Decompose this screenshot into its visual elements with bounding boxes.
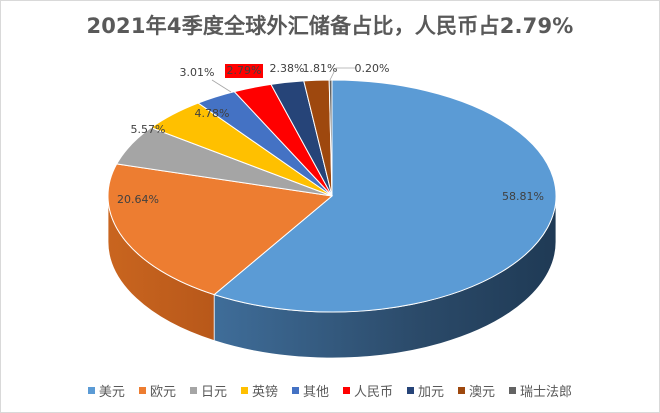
data-label-3: 4.78%: [195, 107, 230, 120]
legend-label: 其他: [302, 385, 329, 400]
legend-swatch: [407, 387, 415, 394]
data-label-1: 20.64%: [117, 193, 159, 206]
legend-item[interactable]: 美元: [87, 381, 125, 400]
data-label-8: 0.20%: [355, 62, 390, 75]
legend-label: 欧元: [149, 385, 176, 400]
pie-slices: [107, 79, 557, 313]
slice-0[interactable]: [213, 79, 557, 313]
legend-label: 加元: [418, 385, 445, 400]
data-label-6: 2.38%: [270, 62, 305, 75]
chart-title: 2021年4季度全球外汇储备占比，人民币占2.79%: [86, 14, 574, 38]
slice-8[interactable]: [328, 79, 333, 197]
legend-item[interactable]: 澳元: [458, 381, 495, 400]
legend-label: 日元: [200, 385, 227, 400]
data-label-5: 2.79%: [227, 64, 262, 77]
data-labels: 58.81% 20.64% 5.57% 4.78% 3.01% 2.79% 2.38%1.8…: [117, 62, 544, 206]
legend-item[interactable]: 瑞士法郎: [509, 381, 572, 400]
legend-item[interactable]: 日元: [189, 381, 227, 400]
legend-swatch: [87, 387, 95, 394]
legend-item[interactable]: 人民币: [343, 381, 393, 400]
legend-label: 英镑: [251, 385, 278, 400]
legend-item[interactable]: 英镑: [240, 381, 278, 400]
legend: 美元 欧元 日元 英镑 其他 人民币 加元 澳元 瑞士法郎: [0, 381, 660, 400]
legend-item[interactable]: 加元: [407, 381, 444, 400]
slice-1[interactable]: [107, 163, 334, 296]
highlight-label-box: [225, 64, 263, 78]
data-label-2: 5.57%: [131, 123, 166, 136]
data-label-4: 3.01%: [180, 66, 215, 79]
legend-item[interactable]: 欧元: [138, 381, 176, 400]
legend-swatch: [291, 387, 299, 394]
legend-label: 瑞士法郎: [520, 385, 573, 400]
legend-swatch: [509, 387, 517, 394]
legend-label: 澳元: [469, 385, 496, 400]
legend-swatch: [189, 387, 197, 394]
legend-swatch: [138, 387, 146, 394]
legend-swatch: [343, 387, 350, 394]
data-label-0: 58.81%: [502, 190, 544, 203]
legend-swatch: [458, 387, 466, 394]
legend-swatch: [240, 387, 248, 394]
legend-label: 人民币: [354, 385, 394, 400]
data-label-7: 1.81%: [303, 62, 338, 75]
legend-label: 美元: [98, 385, 125, 400]
legend-item[interactable]: 其他: [291, 381, 329, 400]
